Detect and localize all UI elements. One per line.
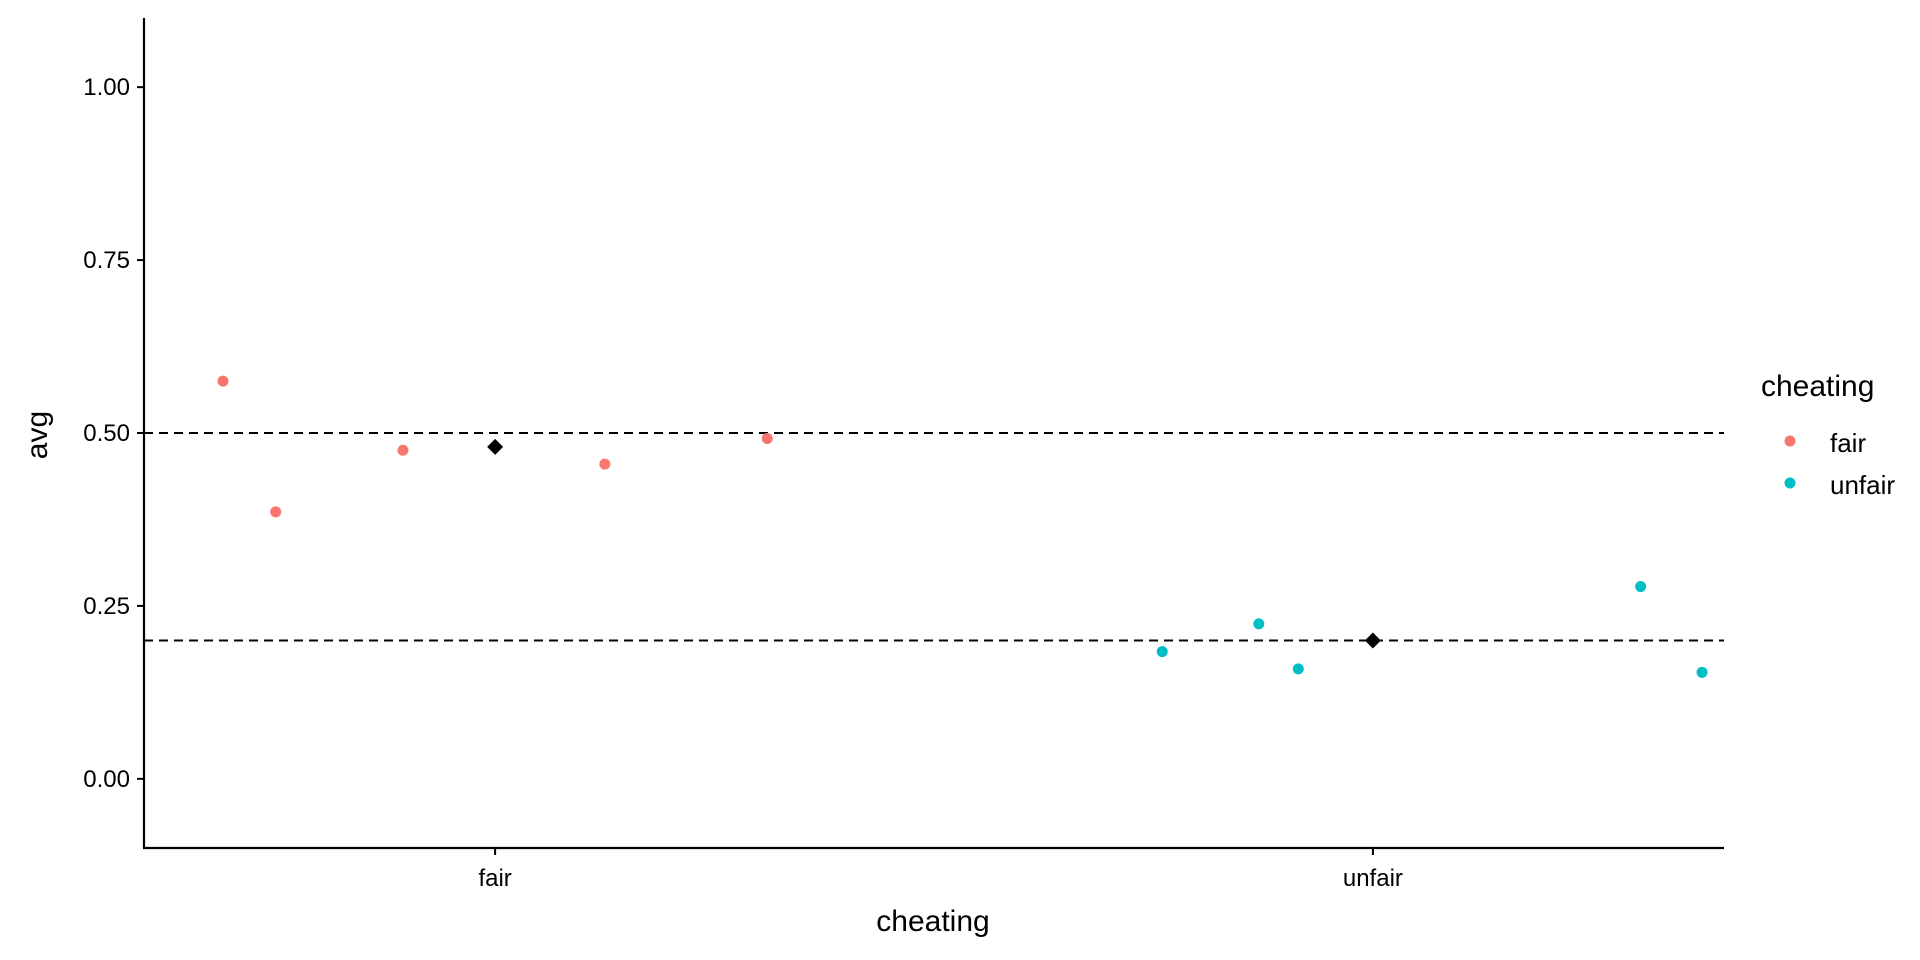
- data-point-fair: [270, 506, 282, 518]
- x-tick-label: fair: [478, 865, 511, 892]
- data-point-unfair: [1156, 646, 1168, 658]
- data-point-fair: [599, 458, 611, 470]
- mean-markers: [487, 438, 1381, 649]
- legend-label-unfair: unfair: [1830, 470, 1895, 500]
- reference-lines: [144, 432, 1724, 642]
- y-tick-label: 0.50: [83, 420, 130, 447]
- legend-key-unfair: [1784, 477, 1796, 489]
- y-axis-title: avg: [21, 411, 54, 459]
- axes: 0.00 0.25 0.50 0.75 1.00 fair unfair: [83, 18, 1724, 892]
- legend: cheating fair unfair: [1761, 370, 1895, 500]
- data-point-fair: [397, 444, 409, 456]
- data-point-unfair: [1292, 663, 1304, 675]
- legend-key-fair: [1784, 435, 1796, 447]
- x-tick-label: unfair: [1343, 865, 1403, 892]
- data-point-unfair: [1253, 618, 1265, 630]
- x-axis-title: cheating: [876, 905, 989, 938]
- data-point-fair: [217, 375, 229, 387]
- x-ticks: fair unfair: [478, 848, 1403, 892]
- mean-marker: [487, 438, 504, 455]
- legend-title: cheating: [1761, 370, 1874, 403]
- mean-marker: [1364, 632, 1381, 649]
- legend-label-fair: fair: [1830, 428, 1866, 458]
- y-tick-label: 0.75: [83, 247, 130, 274]
- y-tick-label: 0.25: [83, 593, 130, 620]
- data-point-unfair: [1696, 666, 1708, 678]
- y-tick-label: 1.00: [83, 74, 130, 101]
- y-tick-label: 0.00: [83, 766, 130, 793]
- data-point-unfair: [1635, 581, 1647, 593]
- y-ticks: 0.00 0.25 0.50 0.75 1.00: [83, 74, 144, 793]
- data-point-fair: [761, 433, 773, 445]
- data-points: [217, 375, 1708, 678]
